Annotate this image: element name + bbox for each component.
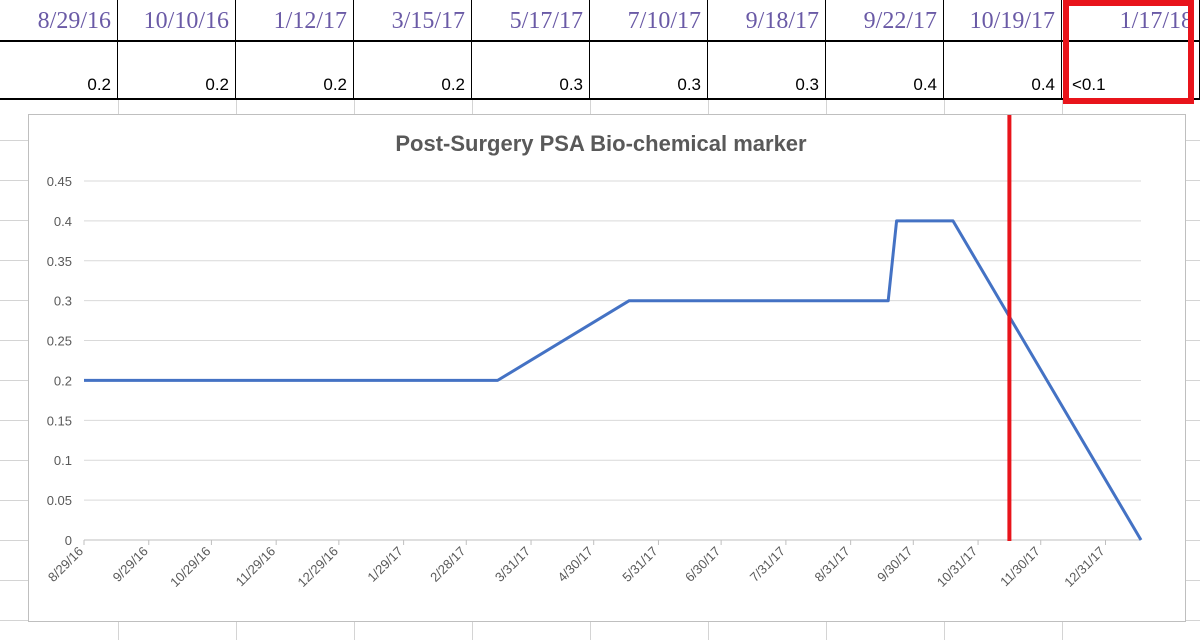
y-tick-label: 0.35 — [47, 254, 72, 269]
table-cell[interactable]: 9/22/17 0.4 — [826, 0, 944, 99]
table-cell[interactable]: 7/10/17 0.3 — [590, 0, 708, 99]
y-tick-label: 0.05 — [47, 493, 72, 508]
x-tick-label: 2/28/17 — [427, 544, 468, 585]
x-tick-labels: 8/29/16 9/29/16 10/29/16 11/29/16 12/29/16 1/… — [45, 540, 1108, 590]
cell-date: 9/22/17 — [863, 8, 937, 34]
x-tick-label: 6/30/17 — [682, 544, 723, 585]
cell-value: 0.3 — [795, 75, 819, 94]
cell-value: 0.2 — [323, 75, 347, 94]
cell-date: 8/29/16 — [37, 8, 111, 34]
x-tick-label: 10/31/17 — [934, 544, 980, 590]
x-tick-label: 4/30/17 — [555, 544, 596, 585]
psa-data-table: 8/29/16 0.2 10/10/16 0.2 1/12/17 0.2 3/15/17 0.… — [0, 0, 1200, 100]
y-tick-label: 0 — [65, 533, 72, 548]
cell-date: 10/10/16 — [143, 8, 229, 34]
cell-value: 0.2 — [87, 75, 111, 94]
table-cell[interactable]: 5/17/17 0.3 — [472, 0, 590, 99]
cell-date: 1/17/18 — [1119, 8, 1193, 34]
cell-date: 1/12/17 — [273, 8, 347, 34]
x-tick-label: 7/31/17 — [747, 544, 788, 585]
table-cell[interactable]: 9/18/17 0.3 — [708, 0, 826, 99]
y-tick-label: 0.1 — [54, 453, 72, 468]
y-tick-label: 0.25 — [47, 334, 72, 349]
x-tick-label: 11/29/16 — [233, 544, 279, 590]
cell-value: <0.1 — [1072, 75, 1106, 94]
y-tick-labels: 0 0.05 0.1 0.15 0.2 0.25 0.3 0.35 0.4 0.45 — [47, 174, 72, 548]
x-tick-label: 3/31/17 — [492, 544, 533, 585]
cell-value: 0.4 — [913, 75, 937, 94]
table-cell[interactable]: 10/19/17 0.4 — [944, 0, 1062, 99]
x-tick-label: 10/29/16 — [167, 544, 213, 590]
y-tick-label: 0.3 — [54, 294, 72, 309]
x-tick-label: 5/31/17 — [619, 544, 660, 585]
cell-date: 10/19/17 — [969, 8, 1055, 34]
highlight-box — [1063, 0, 1194, 104]
cell-value: 0.4 — [1031, 75, 1055, 94]
x-tick-label: 12/31/17 — [1061, 544, 1107, 590]
table-divider — [0, 40, 1200, 42]
y-tick-label: 0.4 — [54, 214, 72, 229]
series-line — [84, 219, 1143, 541]
x-tick-label: 12/29/16 — [295, 544, 341, 590]
table-cell[interactable]: 1/17/18 <0.1 — [1062, 0, 1200, 99]
y-gridlines — [84, 180, 1141, 541]
y-tick-label: 0.2 — [54, 373, 72, 388]
series-layer — [84, 219, 1143, 541]
y-tick-label: 0.45 — [47, 174, 72, 189]
y-tick-label: 0.15 — [47, 413, 72, 428]
x-tick-label: 1/29/17 — [364, 544, 405, 585]
x-tick-label: 9/30/17 — [874, 544, 915, 585]
cell-value: 0.2 — [441, 75, 465, 94]
table-cell[interactable]: 8/29/16 0.2 — [0, 0, 118, 99]
cell-value: 0.2 — [205, 75, 229, 94]
chart-title: Post-Surgery PSA Bio-chemical marker — [395, 131, 807, 156]
cell-date: 7/10/17 — [627, 8, 701, 34]
table-cell[interactable]: 10/10/16 0.2 — [118, 0, 236, 99]
table-bottom-border — [0, 98, 1200, 100]
chart-frame[interactable]: Post-Surgery PSA Bio-chemical marker 0 0.… — [28, 114, 1186, 622]
x-tick-label: 8/29/16 — [45, 544, 86, 585]
cell-date: 9/18/17 — [745, 8, 819, 34]
x-tick-label: 11/30/17 — [997, 544, 1043, 590]
cell-date: 5/17/17 — [509, 8, 583, 34]
x-tick-label: 8/31/17 — [811, 544, 852, 585]
psa-line-chart: Post-Surgery PSA Bio-chemical marker 0 0.… — [45, 115, 1143, 590]
x-tick-label: 9/29/16 — [110, 544, 151, 585]
table-cell[interactable]: 3/15/17 0.2 — [354, 0, 472, 99]
cell-value: 0.3 — [677, 75, 701, 94]
cell-date: 3/15/17 — [391, 8, 465, 34]
cell-value: 0.3 — [559, 75, 583, 94]
table-cell[interactable]: 1/12/17 0.2 — [236, 0, 354, 99]
